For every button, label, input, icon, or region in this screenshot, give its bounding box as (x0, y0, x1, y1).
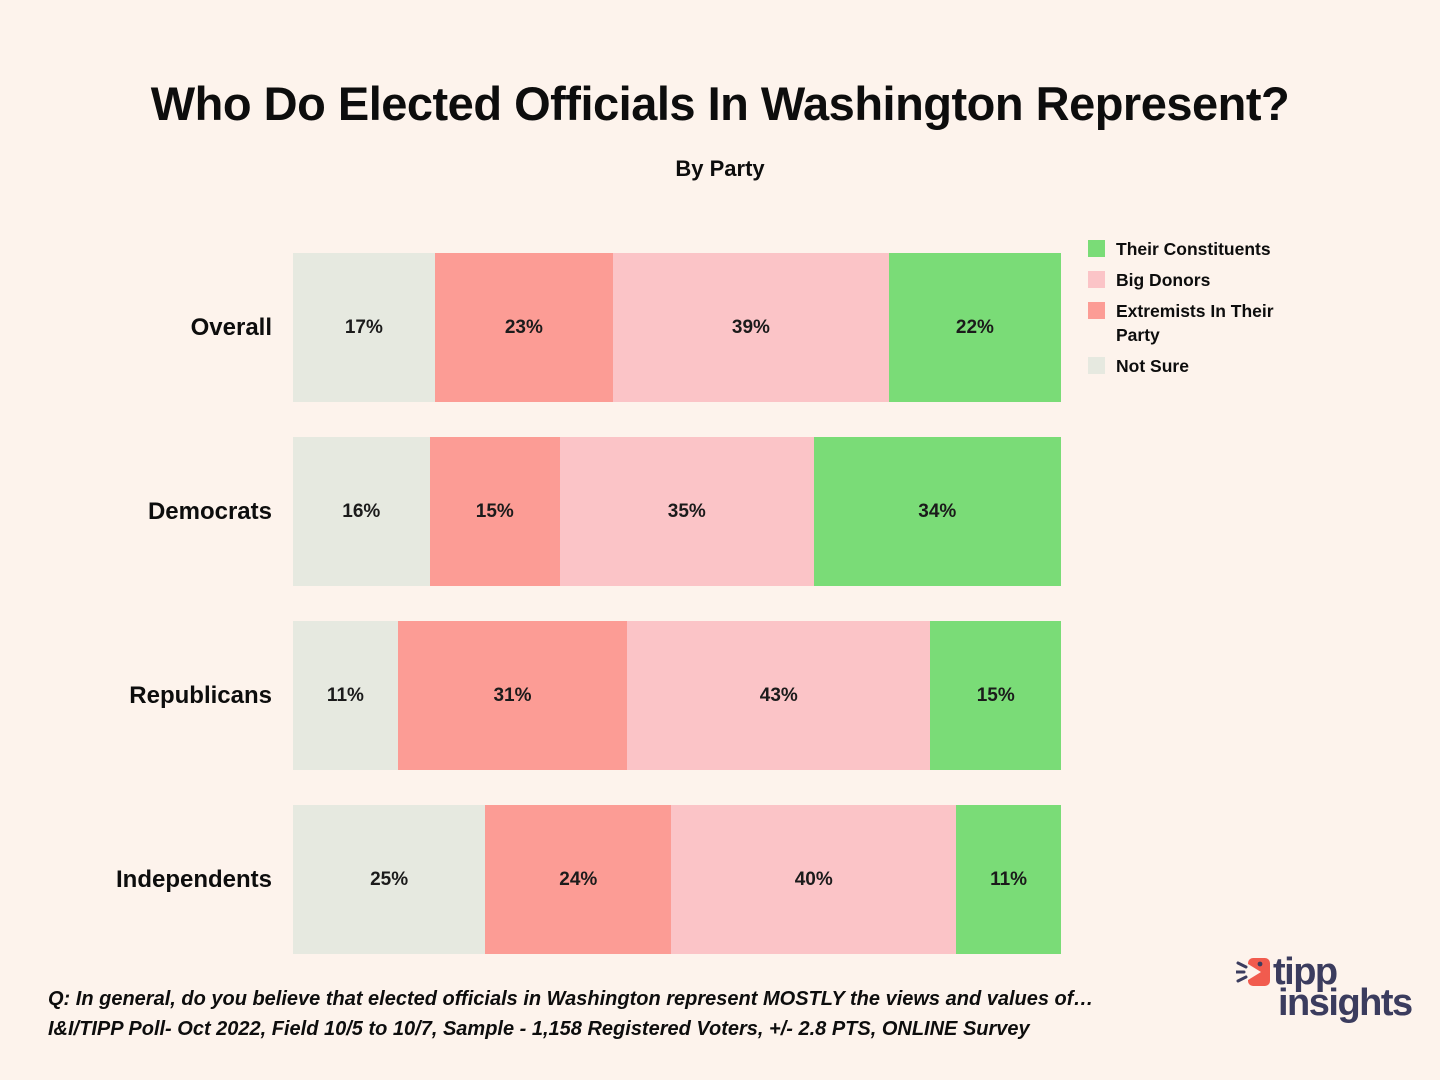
logo-row: insights (1278, 984, 1413, 1022)
segment-value-label: 24% (559, 868, 598, 890)
survey-source: I&I/TIPP Poll- Oct 2022, Field 10/5 to 1… (48, 1018, 1030, 1040)
logo-word-tipp: tipp (1273, 951, 1338, 993)
legend-swatch (1088, 271, 1105, 288)
segment-value-label: 40% (794, 868, 833, 890)
bar-segment: 17% (293, 253, 435, 402)
stacked-bar: 11% 31% 43% 15% (293, 621, 1061, 770)
bar-segment: 31% (397, 621, 628, 770)
bar-segment: 15% (930, 621, 1061, 770)
segment-value-label: 35% (667, 500, 706, 522)
segment-value-label: 43% (759, 684, 798, 706)
chart-row: Independents 25% 24% 40% 11% (0, 805, 1061, 954)
logo-row: tipp (1236, 951, 1412, 993)
category-label: Independents (115, 865, 272, 893)
chart-subtitle: By Party (675, 156, 765, 181)
chart-legend: Their Constituents Big Donors Extremists I… (1088, 237, 1294, 385)
bar-segment: 43% (627, 621, 931, 770)
segment-value-label: 23% (504, 316, 543, 338)
bar-segment: 40% (671, 805, 957, 954)
category-label: Republicans (129, 681, 272, 709)
segment-value-label: 17% (344, 316, 383, 338)
segment-value-label: 22% (955, 316, 994, 338)
bar-segment: 11% (956, 805, 1061, 954)
stacked-bar-chart: Overall 17% 23% 39% 22% Democrats 16% 15% 35% 34%… (0, 253, 1061, 989)
segment-value-label: 16% (342, 500, 381, 522)
bar-segment: 11% (293, 621, 398, 770)
tipp-insights-logo: tipp insights (1236, 951, 1413, 1022)
category-label: Overall (190, 313, 272, 341)
legend-swatch (1088, 357, 1105, 374)
segment-value-label: 15% (475, 500, 514, 522)
segment-value-label: 39% (731, 316, 770, 338)
bar-segment: 15% (429, 437, 560, 586)
segment-value-label: 15% (976, 684, 1015, 706)
stacked-bar: 17% 23% 39% 22% (293, 253, 1061, 402)
legend-item: Their Constituents (1088, 237, 1294, 261)
segment-value-label: 25% (370, 868, 409, 890)
legend-item: Extremists In Their Party (1088, 299, 1294, 347)
category-label: Democrats (147, 497, 272, 525)
legend-label: Their Constituents (1116, 239, 1271, 259)
bar-segment: 24% (485, 805, 672, 954)
bar-segment: 25% (293, 805, 486, 954)
survey-question: Q: In general, do you believe that elect… (48, 988, 1094, 1010)
bar-segment: 35% (559, 437, 814, 586)
legend-item: Not Sure (1088, 354, 1294, 378)
chart-row: Overall 17% 23% 39% 22% (0, 253, 1061, 402)
logo-word-insights: insights (1278, 982, 1413, 1024)
legend-item: Big Donors (1088, 268, 1294, 292)
legend-swatch (1088, 240, 1105, 257)
segment-value-label: 11% (326, 684, 364, 706)
stacked-bar: 16% 15% 35% 34% (293, 437, 1061, 586)
bar-segment: 39% (612, 253, 889, 402)
bar-segment: 23% (434, 253, 613, 402)
chart-footnote: Q: In general, do you believe that elect… (48, 984, 1093, 1044)
legend-swatch (1088, 302, 1105, 319)
chart-row: Republicans 11% 31% 43% 15% (0, 621, 1061, 770)
bar-segment: 34% (813, 437, 1061, 586)
chart-row: Democrats 16% 15% 35% 34% (0, 437, 1061, 586)
tipp-logo-icon (1236, 958, 1270, 986)
stacked-bar: 25% 24% 40% 11% (293, 805, 1061, 954)
legend-label: Big Donors (1116, 270, 1211, 290)
chart-rows: Overall 17% 23% 39% 22% Democrats 16% 15% 35% 34%… (0, 253, 1061, 954)
legend-label: Extremists In Their Party (1116, 301, 1274, 345)
bar-segment: 16% (293, 437, 430, 586)
segment-value-label: 34% (918, 500, 957, 522)
bar-segment: 22% (888, 253, 1061, 402)
segment-value-label: 31% (493, 684, 532, 706)
segment-value-label: 11% (990, 868, 1028, 890)
page-title: Who Do Elected Officials In Washington R… (150, 77, 1290, 130)
legend-label: Not Sure (1116, 356, 1189, 376)
